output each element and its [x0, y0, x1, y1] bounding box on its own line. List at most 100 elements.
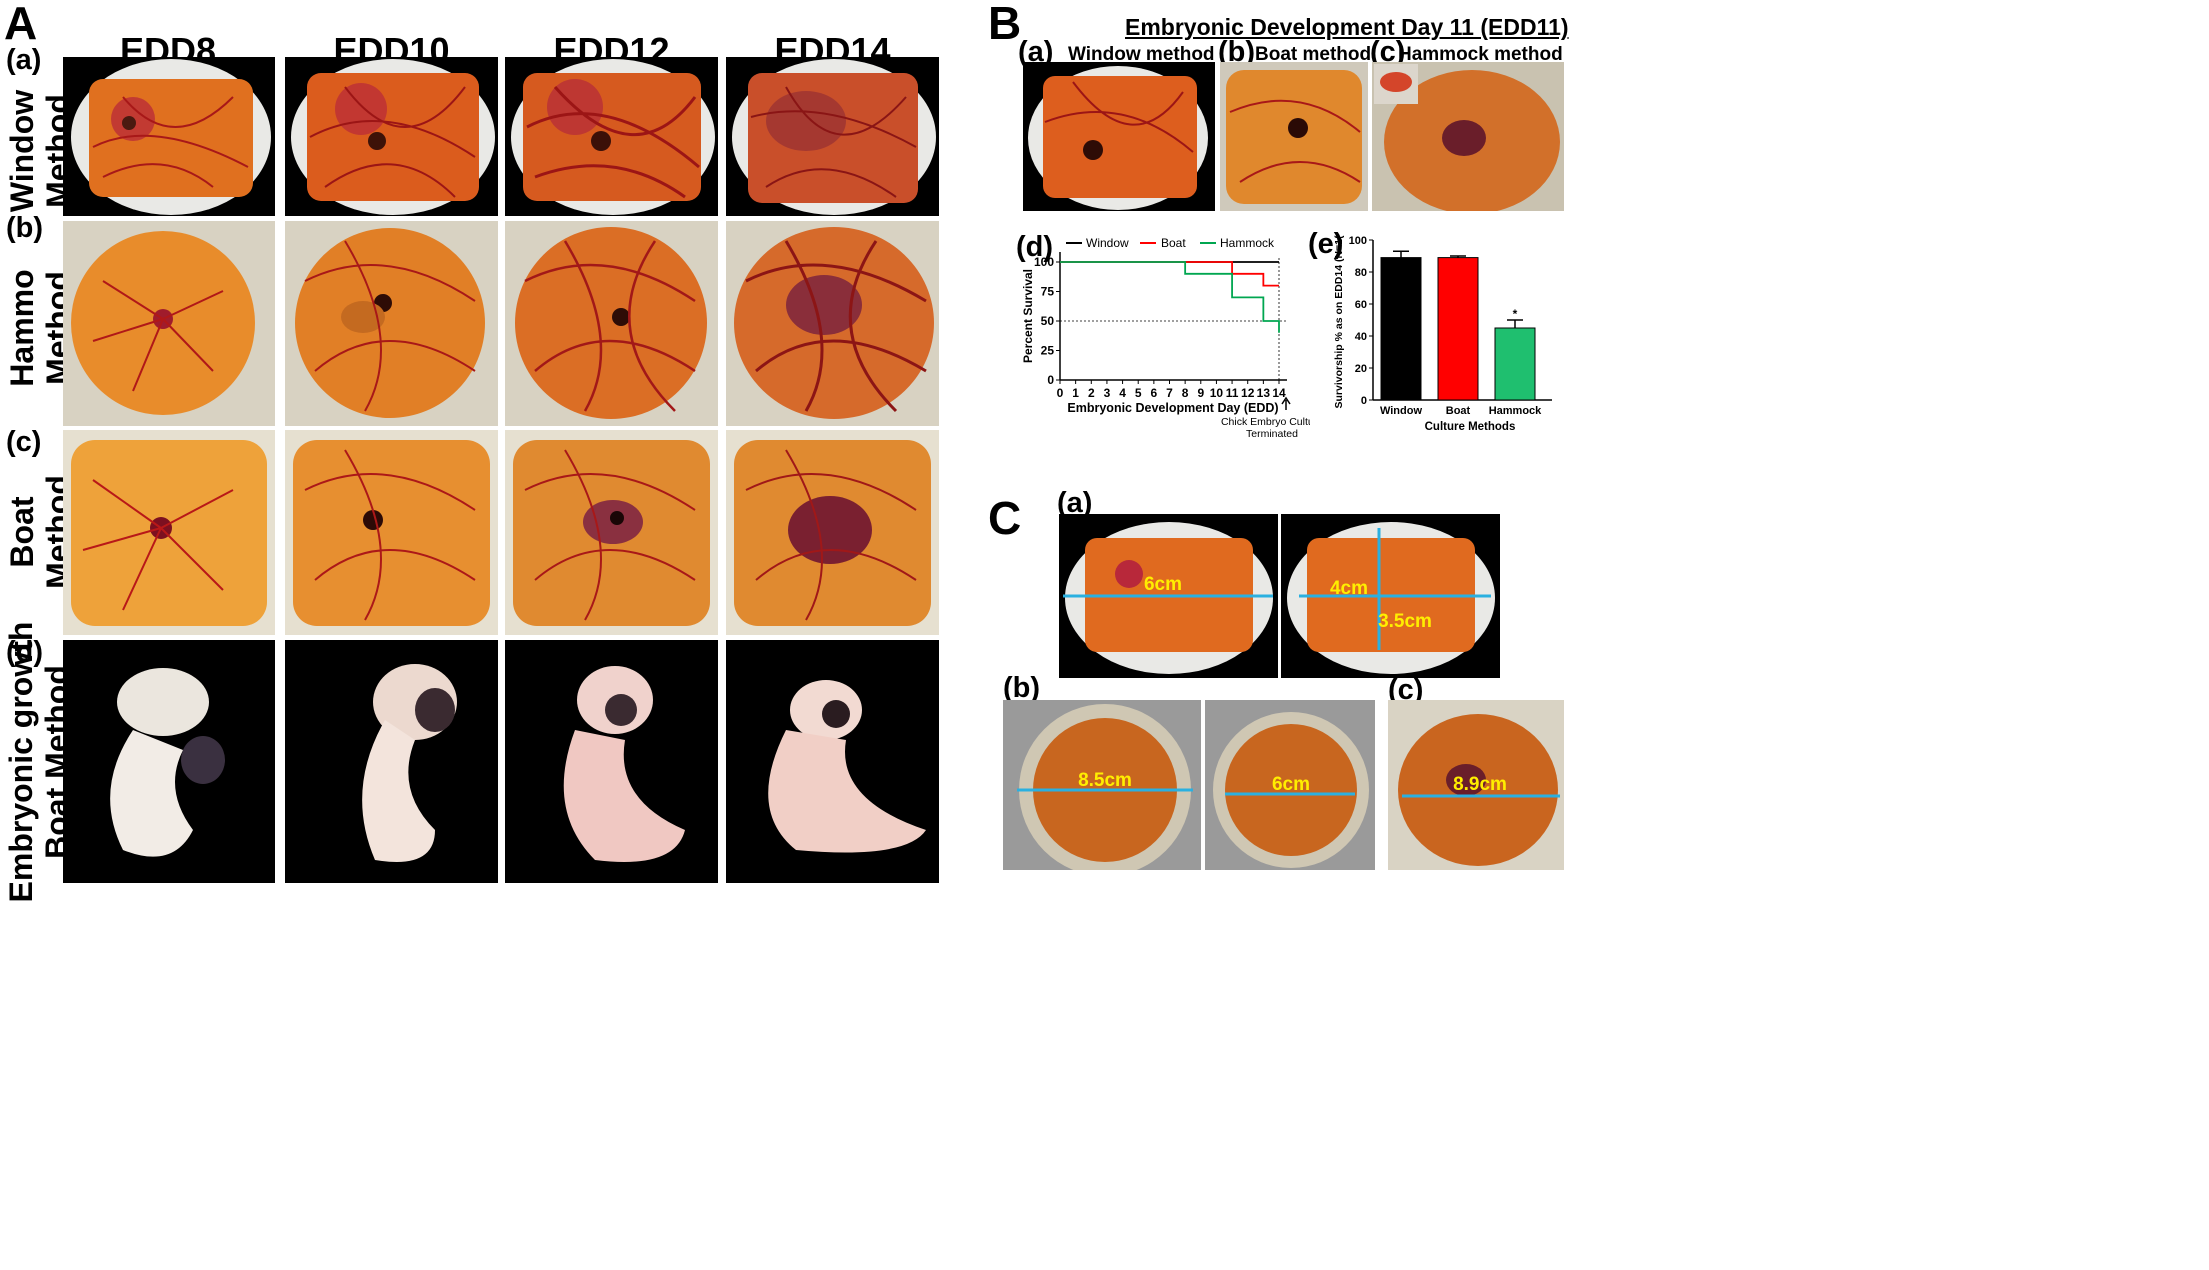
photo-boat-edd10	[285, 430, 498, 635]
photo-hammock-edd8	[63, 221, 275, 426]
row-tag-b: (b)	[6, 212, 44, 244]
photo-window-edd12	[505, 57, 718, 216]
photo-boat-edd8	[63, 430, 275, 635]
bar-boat	[1437, 257, 1479, 401]
c-measure-b2: 6cm	[1272, 774, 1310, 795]
row-tag-c: (c)	[6, 426, 42, 458]
bar-ytick-label: 40	[1355, 331, 1367, 343]
b-photo-hammock	[1372, 62, 1564, 211]
b-photo-boat	[1220, 62, 1368, 211]
c-photo-hammock-width: 8.9cm	[1388, 700, 1564, 870]
photo-embryo-edd12	[505, 640, 718, 883]
survival-ytick-label: 50	[1041, 314, 1055, 328]
b-tag-d: (d)	[1016, 231, 1054, 263]
bar-significance: *	[1513, 307, 1518, 321]
row-tag-d: (d)	[6, 636, 44, 668]
bar-window	[1380, 257, 1422, 401]
photo-boat-edd12	[505, 430, 718, 635]
panel-c-letter: C	[988, 492, 1022, 544]
bar-ytick-label: 20	[1355, 363, 1367, 375]
c-photo-egg-cross: 4cm 3.5cm	[1281, 514, 1500, 678]
survival-annotation-l2: Terminated	[1246, 428, 1298, 440]
bar-category-label: Hammock	[1489, 405, 1542, 417]
survival-xtick-label: 8	[1182, 386, 1189, 400]
bar-ytick-label: 0	[1361, 395, 1367, 407]
survival-series-boat	[1060, 261, 1279, 287]
survival-ytick-label: 0	[1047, 373, 1054, 387]
b-tag-e: (e)	[1308, 228, 1344, 260]
bar-error-boat	[1450, 255, 1466, 258]
c-measure-a1: 6cm	[1144, 574, 1182, 595]
photo-embryo-edd14	[726, 640, 939, 883]
bar-category-label: Window	[1380, 405, 1422, 417]
survival-xlabel: Embryonic Development Day (EDD)	[1067, 401, 1278, 415]
c-tag-b: (b)	[1003, 672, 1041, 704]
survival-ylabel: Percent Survival	[1021, 269, 1035, 363]
row-label-hammock-l1: Hammo	[4, 269, 40, 387]
photo-embryo-edd10	[285, 640, 498, 883]
c-measure-c: 8.9cm	[1453, 774, 1507, 795]
survival-xtick-label: 10	[1210, 386, 1224, 400]
c-photo-boat-inner: 6cm	[1205, 700, 1375, 870]
survival-xtick-label: 13	[1257, 386, 1271, 400]
bar-xlabel: Culture Methods	[1425, 421, 1516, 433]
photo-hammock-edd10	[285, 221, 498, 426]
survival-axes	[1059, 252, 1287, 381]
bar-error-hammock	[1507, 319, 1523, 328]
c-photo-egg-width: 6cm	[1059, 514, 1278, 678]
bar-category-label: Boat	[1446, 405, 1471, 417]
survival-xtick-label: 4	[1119, 386, 1126, 400]
legend-label-window: Window	[1086, 236, 1129, 250]
legend-label-hammock: Hammock	[1220, 236, 1275, 250]
survival-xtick-label: 14	[1272, 386, 1286, 400]
bar-hammock	[1494, 327, 1536, 401]
photo-boat-edd14	[726, 430, 939, 635]
panel-b-title: Embryonic Development Day 11 (EDD11)	[1125, 14, 1569, 40]
survival-xtick-label: 7	[1166, 386, 1173, 400]
bar-ytick-label: 60	[1355, 299, 1367, 311]
survival-ytick-label: 75	[1041, 285, 1055, 299]
legend-label-boat: Boat	[1161, 236, 1186, 250]
survival-xtick-label: 1	[1072, 386, 1079, 400]
row-tag-a: (a)	[6, 44, 42, 76]
survivorship-bar-chart: 0 20 40 60 80 100 Window Boat * Hammock Survivor…	[1333, 235, 1552, 433]
survival-xtick-label: 2	[1088, 386, 1095, 400]
survival-ytick-label: 25	[1041, 344, 1055, 358]
survival-xtick-label: 5	[1135, 386, 1142, 400]
panel-b-letter: B	[988, 0, 1022, 49]
c-tag-a: (a)	[1057, 487, 1093, 519]
survival-xtick-label: 6	[1151, 386, 1158, 400]
b-title-boat: Boat method	[1255, 44, 1372, 65]
survival-xtick-label: 12	[1241, 386, 1255, 400]
photo-window-edd8	[63, 57, 275, 216]
survival-series-hammock	[1060, 261, 1280, 333]
photo-embryo-edd8	[63, 640, 275, 883]
b-photo-window	[1023, 62, 1215, 211]
survival-xtick-label: 0	[1057, 386, 1064, 400]
survival-annotation-arrow	[1281, 396, 1291, 410]
b-title-window: Window method	[1068, 44, 1215, 65]
c-photo-boat-width: 8.5cm	[1003, 700, 1201, 870]
bar-error-window	[1393, 250, 1409, 258]
row-label-boat-l1: Boat	[4, 496, 40, 568]
panel-a-letter: A	[4, 0, 38, 49]
row-label-window-l1: Window	[4, 89, 40, 213]
c-measure-a2-width: 4cm	[1330, 578, 1368, 599]
photo-window-edd14	[726, 57, 939, 216]
photo-hammock-edd14	[726, 221, 939, 426]
survival-ytick-label: 100	[1034, 255, 1054, 269]
row-label-growth-l1: Embryonic growth	[3, 621, 39, 903]
bar-ytick-label: 100	[1349, 235, 1367, 247]
bar-ylabel: Survivorship % as on EDD14 (N=1(	[1333, 235, 1345, 409]
b-title-hammock: Hammock method	[1398, 44, 1563, 65]
bar-ytick-label: 80	[1355, 267, 1367, 279]
photo-hammock-edd12	[505, 221, 718, 426]
photo-window-edd10	[285, 57, 498, 216]
survival-xtick-label: 9	[1197, 386, 1204, 400]
survival-xtick-label: 11	[1226, 386, 1239, 400]
c-measure-b1: 8.5cm	[1078, 770, 1132, 791]
survival-xtick-label: 3	[1104, 386, 1111, 400]
survival-annotation-l1: Chick Embryo Culture	[1221, 416, 1310, 428]
c-measure-a2-height: 3.5cm	[1378, 611, 1432, 632]
